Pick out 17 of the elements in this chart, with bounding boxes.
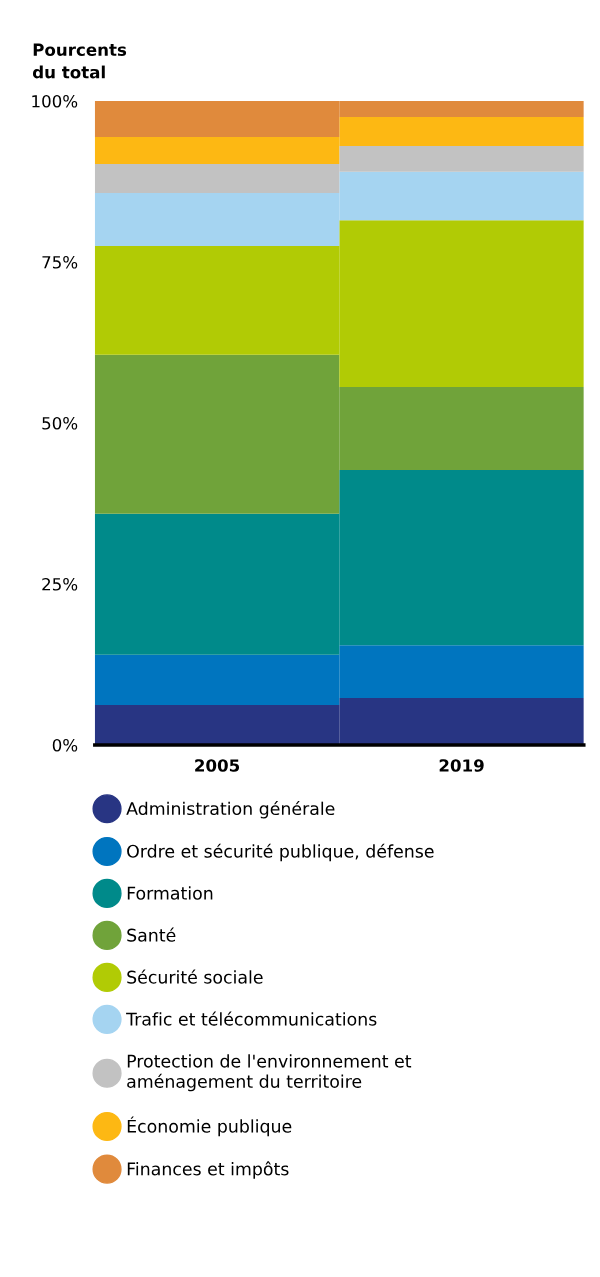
legend-label: Trafic et télécommunications [126, 1011, 377, 1026]
legend-label: Formation [127, 886, 213, 900]
y-tick-label: 0% [52, 738, 78, 752]
legend-label: Finances et impôts [127, 1161, 289, 1179]
y-tick-label: 50% [42, 416, 78, 430]
x-tick-label: 2005 [195, 759, 240, 772]
legend-label: Administration générale [126, 800, 335, 819]
legend-label: Protection de l'environnement et aménagement du territoire [127, 1054, 412, 1092]
y-axis-title: Pourcents du total [32, 43, 127, 79]
y-tick-label: 75% [42, 255, 78, 269]
legend-label: Sécurité sociale [127, 969, 263, 984]
y-tick-label: 25% [42, 577, 78, 591]
legend-label: Économie publique [127, 1116, 292, 1137]
legend-label: Santé [127, 927, 176, 942]
x-tick-label: 2019 [439, 759, 484, 772]
y-tick-label: 100% [32, 94, 78, 108]
legend-label: Ordre et sécurité publique, défense [127, 843, 434, 862]
